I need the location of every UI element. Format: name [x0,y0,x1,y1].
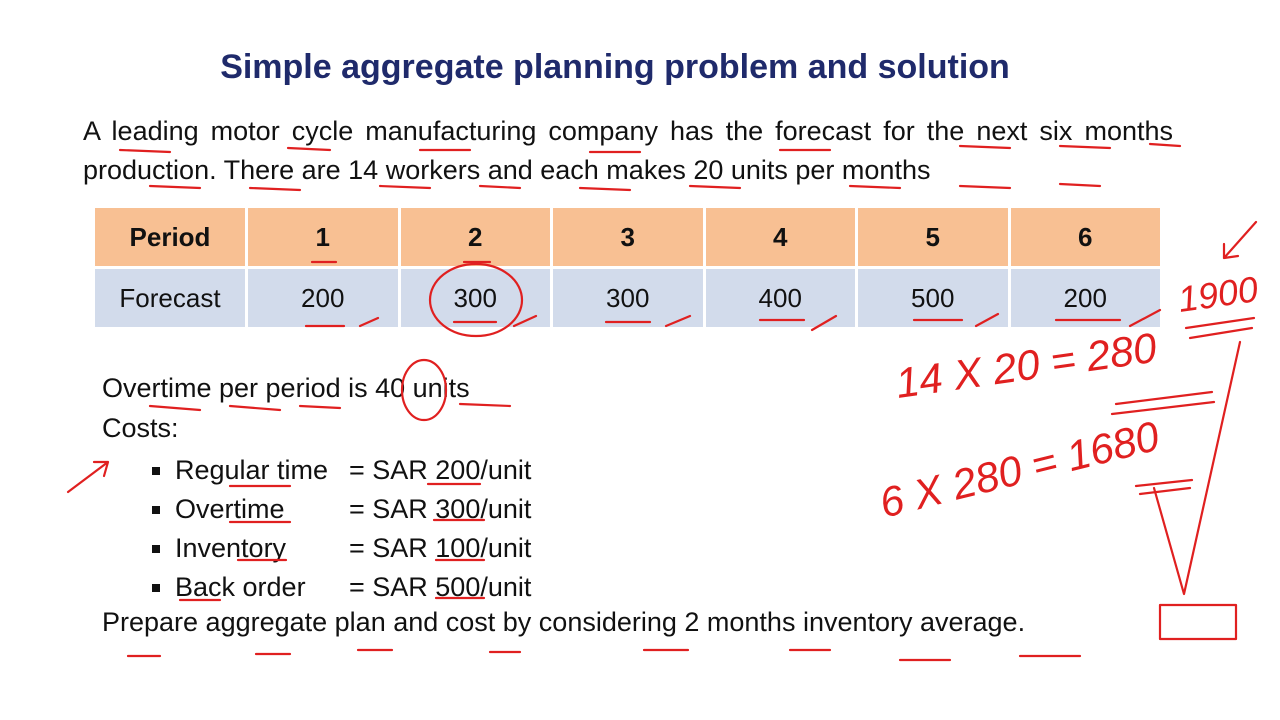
slide-title: Simple aggregate planning problem and so… [220,48,1010,86]
period-cell: 1 [245,205,401,269]
forecast-cell: 300 [550,266,706,330]
forecast-cell: 200 [245,266,401,330]
arrow-icon [66,460,110,494]
square-bullet-icon [152,583,160,592]
annotation-total: 1900 [1175,268,1260,320]
cost-value: = SAR 200/unit [349,455,532,485]
cost-name: Back order [175,572,306,602]
underline-mark [1110,390,1216,416]
forecast-table: Period 1 2 3 4 5 6 Forecast 200 300 300 … [92,205,1163,330]
forecast-cell: 300 [397,266,553,330]
underline-mark [126,648,1082,662]
cost-item: Inventory = SAR 100/unit [152,529,531,568]
annotation-calc: 14 X 20 = 280 [893,324,1160,407]
cost-item: Regular time = SAR 200/unit [152,451,531,490]
cost-value: = SAR 300/unit [349,494,532,524]
cost-list: Regular time = SAR 200/unit Overtime = S… [152,451,531,607]
cost-name: Inventory [175,533,287,563]
cost-name: Regular time [175,455,329,485]
period-cell: 3 [550,205,706,269]
forecast-cell: 500 [855,266,1011,330]
overtime-statement: Overtime per period is 40 units [102,373,470,403]
costs-label: Costs: [102,413,179,443]
arrow-icon [1222,220,1258,260]
period-cell: 6 [1007,205,1163,269]
forecast-row: Forecast 200 300 300 400 500 200 [92,266,1163,330]
forecast-cell: 200 [1007,266,1163,330]
square-bullet-icon [152,466,160,475]
underline-mark [148,402,512,412]
period-row: Period 1 2 3 4 5 6 [92,205,1163,269]
underline-mark [1134,478,1194,496]
answer-box [1158,603,1238,641]
cost-item: Overtime = SAR 300/unit [152,490,531,529]
forecast-cell: 400 [702,266,858,330]
period-cell: 5 [855,205,1011,269]
underline-mark [1184,316,1256,340]
forecast-header: Forecast [92,266,248,330]
cost-value: = SAR 100/unit [349,533,532,563]
square-bullet-icon [152,505,160,514]
period-header: Period [92,205,248,269]
period-cell: 2 [397,205,553,269]
period-cell: 4 [702,205,858,269]
task-statement: Prepare aggregate plan and cost by consi… [102,607,1026,637]
annotation-calc: 6 X 280 = 1680 [875,412,1165,527]
cost-name: Overtime [175,494,285,524]
cost-value: = SAR 500/unit [349,572,532,602]
cost-item: Back order = SAR 500/unit [152,568,531,607]
bracket-line [1152,340,1242,596]
square-bullet-icon [152,544,160,553]
problem-statement: A leading motor cycle manufacturing comp… [83,116,1173,185]
